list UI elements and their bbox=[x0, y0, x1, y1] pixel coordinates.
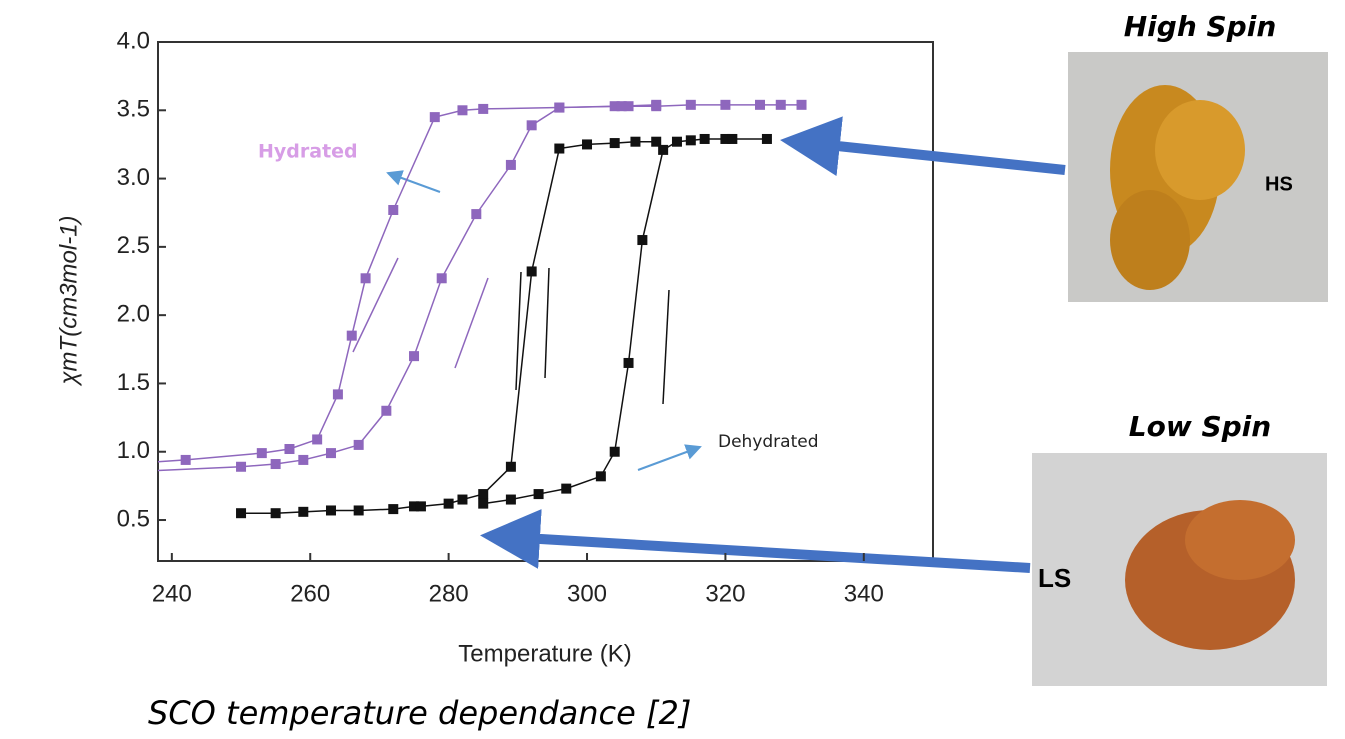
data-point bbox=[637, 235, 648, 246]
data-point bbox=[651, 136, 662, 147]
data-point bbox=[720, 133, 731, 144]
data-point bbox=[720, 99, 731, 110]
data-point bbox=[755, 99, 766, 110]
data-point bbox=[312, 434, 323, 445]
data-point bbox=[236, 461, 247, 472]
y-tick-label: 4.0 bbox=[117, 27, 150, 54]
y-tick-label: 2.5 bbox=[117, 232, 150, 259]
data-point bbox=[609, 446, 620, 457]
data-point bbox=[526, 266, 537, 277]
photo-low-spin bbox=[1032, 453, 1327, 686]
x-tick-label: 340 bbox=[844, 580, 884, 607]
data-point bbox=[505, 159, 516, 170]
data-point bbox=[388, 204, 399, 215]
data-point bbox=[381, 405, 392, 416]
data-point bbox=[298, 506, 309, 517]
data-point bbox=[270, 459, 281, 470]
data-point bbox=[727, 133, 738, 144]
photo-label: LS bbox=[1038, 563, 1071, 593]
data-point bbox=[180, 454, 191, 465]
x-axis-label: Temperature (K) bbox=[458, 640, 631, 667]
annotation: Hydrated bbox=[258, 141, 358, 163]
data-point bbox=[775, 99, 786, 110]
plot-area bbox=[146, 99, 807, 519]
data-point bbox=[346, 330, 357, 341]
data-point bbox=[436, 273, 447, 284]
data-point bbox=[457, 494, 468, 505]
y-tick-label: 1.5 bbox=[117, 369, 150, 396]
data-point bbox=[284, 444, 295, 455]
data-point bbox=[478, 489, 489, 500]
caption: SCO temperature dependance [2] bbox=[148, 694, 691, 732]
data-point bbox=[429, 112, 440, 123]
y-axis-label: χmT(cm3mol-1) bbox=[55, 215, 82, 386]
series-line bbox=[158, 104, 657, 472]
photo-high-spin bbox=[1068, 52, 1328, 302]
data-point bbox=[554, 102, 565, 113]
x-tick-label: 300 bbox=[567, 580, 607, 607]
plot-frame bbox=[157, 41, 934, 562]
photo-title: Low Spin bbox=[1129, 410, 1271, 443]
x-tick-label: 260 bbox=[290, 580, 330, 607]
direction-arrows bbox=[352, 170, 702, 471]
y-tick-label: 0.5 bbox=[117, 505, 150, 532]
data-point bbox=[554, 143, 565, 154]
data-point bbox=[457, 105, 468, 116]
data-point bbox=[388, 504, 399, 515]
data-point bbox=[595, 471, 606, 482]
data-point bbox=[353, 439, 364, 450]
data-point bbox=[623, 357, 634, 368]
data-point bbox=[360, 273, 371, 284]
data-point bbox=[671, 136, 682, 147]
data-point bbox=[685, 135, 696, 146]
data-point bbox=[270, 508, 281, 519]
data-point bbox=[353, 505, 364, 516]
data-point bbox=[505, 494, 516, 505]
data-point bbox=[332, 389, 343, 400]
y-tick-label: 3.5 bbox=[117, 96, 150, 123]
x-tick-label: 240 bbox=[152, 580, 192, 607]
data-point bbox=[699, 133, 710, 144]
data-point bbox=[236, 508, 247, 519]
data-point bbox=[582, 139, 593, 150]
data-point bbox=[533, 489, 544, 500]
data-point bbox=[409, 501, 420, 512]
data-point bbox=[298, 454, 309, 465]
data-point bbox=[478, 498, 489, 509]
data-point bbox=[325, 448, 336, 459]
data-point bbox=[146, 466, 156, 476]
data-point bbox=[478, 103, 489, 114]
y-tick-label: 2.0 bbox=[117, 301, 150, 328]
y-tick-label: 1.0 bbox=[117, 437, 150, 464]
data-point bbox=[443, 498, 454, 509]
annotation: Dehydrated bbox=[718, 432, 819, 452]
data-point bbox=[409, 351, 420, 362]
y-tick-label: 3.0 bbox=[117, 164, 150, 191]
data-point bbox=[630, 136, 641, 147]
data-point bbox=[658, 144, 669, 155]
data-point bbox=[325, 505, 336, 516]
data-point bbox=[471, 209, 482, 220]
data-point bbox=[256, 448, 267, 459]
data-point bbox=[761, 133, 772, 144]
photo-title: High Spin bbox=[1124, 10, 1277, 43]
data-point bbox=[616, 101, 627, 112]
data-point bbox=[415, 501, 426, 512]
series-line bbox=[158, 104, 802, 463]
pointer-arrow bbox=[480, 509, 1031, 573]
data-point bbox=[561, 483, 572, 494]
x-tick-label: 280 bbox=[429, 580, 469, 607]
data-point bbox=[505, 461, 516, 472]
data-point bbox=[526, 120, 537, 131]
pointer-arrow bbox=[780, 116, 1066, 177]
data-point bbox=[796, 99, 807, 110]
data-point bbox=[609, 138, 620, 149]
data-point bbox=[651, 99, 662, 110]
photo-label: HS bbox=[1265, 173, 1293, 195]
x-tick-label: 320 bbox=[705, 580, 745, 607]
data-point bbox=[685, 99, 696, 110]
